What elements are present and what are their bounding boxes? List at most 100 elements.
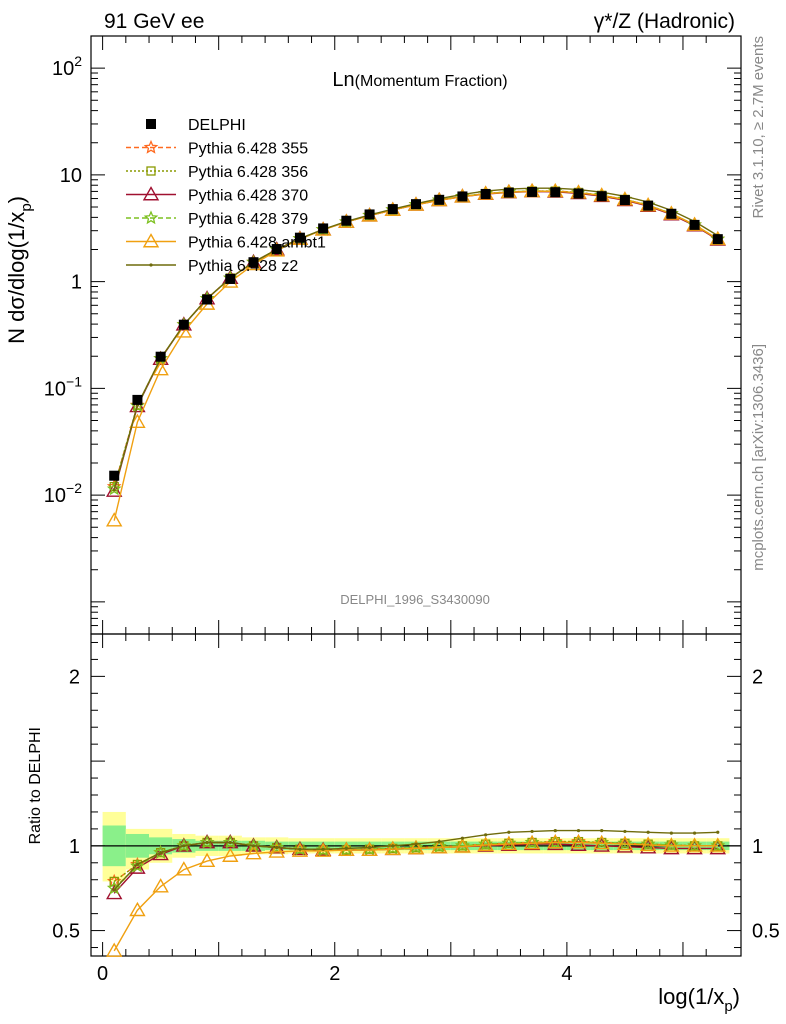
legend-label: Pythia 6.428 379 [188,211,308,228]
ratio-point-pythia-6428-ambt1 [175,861,193,876]
data-point-delphi [457,191,468,202]
data-point-delphi [387,204,398,215]
legend-label: Pythia 6.428 370 [188,188,308,205]
legend-label: Pythia 6.428 z2 [188,258,298,275]
ratio-point-pythia-6428-z2 [507,830,511,834]
ratio-point-pythia-6428-z2 [391,844,395,848]
y-axis-label: N dσ/dlog(1/xp) [4,196,35,344]
chart-title: Ln(Momentum Fraction) [332,69,507,91]
frame [90,633,742,957]
ratio-point-pythia-6428-ambt1 [431,839,448,854]
ratio-point-pythia-6428-ambt1 [152,878,169,893]
ratio-point-pythia-6428-z2 [112,888,116,892]
header-left: 91 GeV ee [104,10,204,33]
data-point-delphi [318,223,329,234]
point-pythia-6428-ambt1 [106,512,123,527]
y-tick-label: 102 [52,53,82,80]
ratio-point-pythia-6428-z2 [275,845,279,850]
ratio-point-pythia-6428-379 [524,834,540,849]
ratio-point-pythia-6428-379 [269,839,285,854]
ratio-point-pythia-6428-379 [617,835,633,850]
side-text-top: Rivet 3.1.10, ≥ 2.7M events [750,36,767,219]
ratio-point-pythia-6428-z2 [716,830,720,834]
ratio-point-pythia-6428-z2 [251,844,256,848]
ratio-point-pythia-6428-ambt1 [663,837,680,852]
ratio-point-pythia-6428-ambt1 [245,845,262,860]
ratio-point-pythia-6428-ambt1 [454,838,471,853]
data-point-delphi [202,294,213,305]
data-point-delphi [271,244,282,255]
y-tick-label: 1 [71,272,82,294]
ratio-point-pythia-6428-379 [478,836,493,851]
ratio-point-pythia-6428-ambt1 [291,842,309,857]
ratio-point-pythia-6428-370 [686,839,703,855]
x-tick-label: 4 [561,963,572,985]
data-point-delphi [712,234,723,245]
ratio-tick-label-left: 0.5 [52,921,80,943]
data-point-delphi [248,257,259,268]
ratio-line-pythia-6428-ambt1 [113,841,718,952]
ratio-point-pythia-6428-ambt1 [129,901,146,917]
x-tick-label: 0 [97,963,108,985]
ratio-point-pythia-6428-ambt1 [106,942,123,957]
ratio-point-pythia-6428-z2 [460,836,465,840]
ratio-point-pythia-6428-z2 [576,828,581,833]
ratio-series [106,828,726,957]
main-panel: 10−2 10−1 1 10 102 [44,35,742,956]
ratio-point-pythia-6428-ambt1 [616,835,634,851]
ratio-point-pythia-6428-379 [199,834,215,849]
ratio-point-pythia-6428-z2 [646,830,650,834]
data-point-delphi [573,188,584,199]
ratio-point-pythia-6428-z2 [228,840,232,845]
ratio-point-pythia-6428-379 [547,834,563,849]
ratio-point-pythia-6428-z2 [600,828,604,833]
ratio-point-pythia-6428-ambt1 [314,842,332,857]
point-pythia-6428-ambt1 [152,361,169,376]
data-point-delphi [527,186,538,197]
ratio-point-pythia-6428-ambt1 [477,836,494,851]
legend-marker [142,233,160,248]
ratio-point-pythia-6428-z2 [669,831,673,835]
ratio-point-pythia-6428-379 [408,839,424,854]
ratio-point-pythia-6428-ambt1 [198,852,216,868]
ratio-point-pythia-6428-379 [710,838,726,853]
ratio-point-pythia-6428-ambt1 [361,841,378,857]
data-point-delphi [178,319,189,330]
x-axis-label: log(1/xp) [658,984,740,1015]
legend-label: DELPHI [188,117,246,134]
data-point-delphi [503,187,514,198]
ratio-point-pythia-6428-z2 [623,829,627,834]
ratio-point-pythia-6428-379 [431,839,447,853]
data-point-delphi [434,194,445,205]
ratio-point-pythia-6428-z2 [553,828,557,833]
ratio-tick-label-right: 0.5 [752,921,780,943]
data-point-delphi [109,470,120,481]
data-point-delphi [619,195,630,206]
ratio-tick-label-left: 2 [69,666,80,688]
ratio-point-pythia-6428-ambt1 [547,834,564,849]
ratio-point-pythia-6428-379 [664,837,679,852]
ratio-axis-label: Ratio to DELPHI [27,727,44,844]
ratio-point-pythia-6428-379 [292,841,308,856]
data-point-delphi [364,209,375,220]
ratio-point-pythia-6428-379 [222,834,238,849]
data-point-delphi [411,199,421,210]
ratio-point-pythia-6428-379 [455,838,470,853]
data-point-delphi [550,187,561,198]
ratio-point-pythia-6428-379 [687,838,702,853]
ratio-point-pythia-6428-z2 [159,851,163,855]
watermark: DELPHI_1996_S3430090 [340,592,490,607]
ratio-point-pythia-6428-ambt1 [384,840,401,856]
data-point-delphi [294,232,305,243]
ratio-panel: 0 2 4 0.5 0.5 1 1 2 2 [52,633,780,985]
ratio-point-pythia-6428-ambt1 [709,837,726,852]
ratio-point-pythia-6428-z2 [205,840,209,845]
ratio-point-pythia-6428-379 [176,838,192,853]
data-point-delphi [596,191,607,202]
ratio-tick-label-right: 1 [752,836,763,858]
ratio-point-pythia-6428-z2 [298,847,302,851]
ratio-point-pythia-6428-z2 [530,829,534,834]
point-pythia-6428-ambt1 [129,413,146,429]
